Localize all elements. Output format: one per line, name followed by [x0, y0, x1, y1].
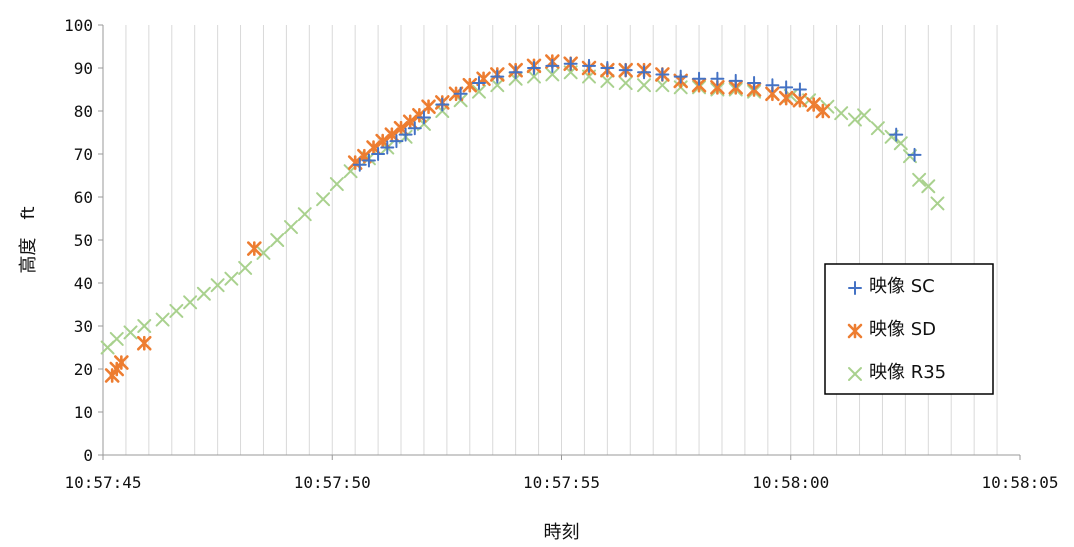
y-tick-label: 0: [83, 446, 93, 465]
legend-marker-r35: [848, 367, 862, 381]
data-point-sc: [792, 82, 807, 97]
data-point-sc: [582, 58, 597, 73]
data-point-sc: [352, 157, 367, 172]
legend-entry-sc: 映像 SC: [869, 276, 935, 297]
data-point-r35: [847, 112, 862, 127]
data-point-r35: [857, 108, 872, 123]
data-point-r35: [526, 69, 541, 84]
data-point-r35: [224, 271, 239, 286]
data-point-r35: [109, 331, 124, 346]
data-point-r35: [196, 286, 211, 301]
data-point-r35: [600, 73, 615, 88]
data-point-sc: [508, 65, 523, 80]
y-axis-title: 高度 ft: [18, 206, 39, 273]
tick-labels: 0 10 20 30 40 50 60 70 80 90 100 10:57:45 10:57:50 10…: [64, 16, 1058, 492]
data-point-sc: [728, 73, 743, 88]
data-point-r35: [183, 295, 198, 310]
data-point-sd: [806, 97, 821, 112]
data-point-r35: [155, 312, 170, 327]
data-point-sd: [247, 241, 262, 256]
data-point-sc: [673, 69, 688, 84]
legend: 映像 SC 映像 SD 映像 R35: [824, 263, 994, 395]
data-point-sc: [407, 121, 422, 136]
y-tick-label: 50: [74, 231, 93, 250]
y-tick-label: 80: [74, 102, 93, 121]
axes: [98, 24, 1021, 460]
data-point-sd: [114, 355, 129, 370]
data-point-sc: [618, 63, 633, 78]
data-point-r35: [256, 245, 271, 260]
data-point-r35: [283, 220, 298, 235]
data-point-r35: [637, 78, 652, 93]
legend-entry-r35: 映像 R35: [869, 362, 946, 383]
data-point-r35: [123, 325, 138, 340]
data-point-r35: [921, 179, 936, 194]
data-point-sc: [692, 71, 707, 86]
data-point-r35: [316, 192, 331, 207]
data-point-r35: [297, 207, 312, 222]
y-tick-label: 20: [74, 360, 93, 379]
data-point-sd: [815, 103, 831, 119]
data-point-r35: [834, 106, 849, 121]
data-point-r35: [870, 121, 885, 136]
data-point-r35: [490, 78, 505, 93]
data-point-sc: [563, 56, 578, 71]
x-tick-label: 10:57:45: [64, 473, 141, 492]
data-point-sc: [453, 86, 468, 101]
data-point-sc: [600, 61, 615, 75]
x-tick-label: 10:57:55: [523, 473, 600, 492]
data-point-sc: [416, 110, 431, 125]
data-point-r35: [137, 319, 152, 333]
data-point-r35: [655, 78, 670, 93]
data-point-sc: [765, 78, 780, 93]
data-point-sc: [655, 67, 670, 82]
data-point-sd: [136, 335, 152, 351]
data-point-sc: [371, 147, 386, 161]
x-axis-title: 時刻: [544, 522, 580, 543]
data-point-sc: [747, 76, 762, 91]
data-point-sc: [471, 76, 486, 91]
legend-marker-sc: [848, 281, 862, 295]
data-point-r35: [210, 278, 225, 293]
data-point-sc: [907, 147, 922, 162]
data-point-sd: [462, 77, 478, 93]
data-point-sc: [490, 69, 505, 84]
legend-marker-sd: [847, 323, 863, 339]
data-series: [100, 54, 945, 383]
data-point-r35: [270, 233, 285, 247]
y-tick-label: 10: [74, 403, 93, 422]
data-point-sc: [637, 65, 652, 80]
data-point-sc: [889, 127, 904, 142]
legend-entry-sd: 映像 SD: [869, 319, 936, 340]
y-tick-label: 30: [74, 317, 93, 336]
data-point-sc: [389, 134, 404, 149]
data-point-r35: [238, 260, 253, 275]
data-point-r35: [471, 84, 486, 99]
data-point-r35: [169, 303, 184, 318]
data-point-sc: [710, 71, 725, 86]
data-point-r35: [329, 177, 344, 192]
series-sc: [352, 56, 922, 172]
data-point-sc: [526, 61, 541, 75]
y-tick-label: 90: [74, 59, 93, 78]
data-point-r35: [545, 67, 560, 82]
x-tick-label: 10:58:05: [981, 473, 1058, 492]
x-tick-label: 10:57:50: [294, 473, 371, 492]
x-tick-label: 10:58:00: [752, 473, 829, 492]
data-point-sc: [779, 80, 794, 95]
data-point-sc: [435, 97, 450, 112]
y-tick-label: 100: [64, 16, 93, 35]
y-tick-label: 40: [74, 274, 93, 293]
data-point-sc: [380, 140, 395, 155]
legend-markers: [847, 281, 863, 381]
data-point-r35: [618, 76, 633, 91]
data-point-sc: [361, 153, 376, 168]
y-tick-label: 60: [74, 188, 93, 207]
data-point-sc: [545, 58, 560, 73]
y-tick-label: 70: [74, 145, 93, 164]
data-point-r35: [930, 196, 945, 211]
data-point-r35: [912, 172, 927, 187]
data-point-sc: [398, 127, 413, 142]
